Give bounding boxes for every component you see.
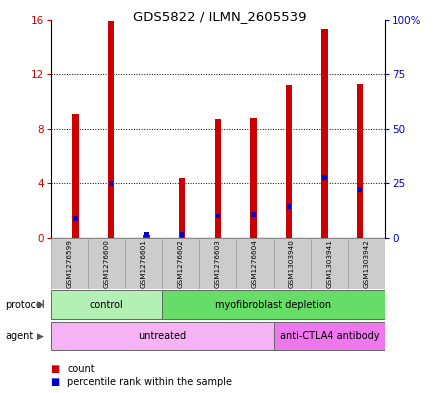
Bar <box>216 213 220 219</box>
Text: GDS5822 / ILMN_2605539: GDS5822 / ILMN_2605539 <box>133 10 307 23</box>
Text: GSM1276599: GSM1276599 <box>66 239 72 288</box>
Bar <box>357 84 363 238</box>
Bar <box>250 118 257 238</box>
Bar <box>143 235 150 238</box>
Text: GSM1276602: GSM1276602 <box>178 239 183 288</box>
Text: GSM1276601: GSM1276601 <box>140 239 147 288</box>
Text: ▶: ▶ <box>37 300 44 309</box>
Text: percentile rank within the sample: percentile rank within the sample <box>67 377 232 387</box>
Bar <box>108 21 114 238</box>
Text: count: count <box>67 364 95 374</box>
Bar <box>51 290 162 319</box>
Bar <box>274 238 311 289</box>
Text: control: control <box>89 299 123 310</box>
Bar <box>321 29 328 238</box>
Text: GSM1303940: GSM1303940 <box>289 239 295 288</box>
Bar <box>162 290 385 319</box>
Bar <box>72 114 79 238</box>
Bar <box>274 321 385 351</box>
Bar <box>251 213 256 217</box>
Bar <box>311 238 348 289</box>
Text: myofibroblast depletion: myofibroblast depletion <box>216 299 332 310</box>
Bar <box>322 175 327 180</box>
Bar <box>51 321 274 351</box>
Bar <box>358 187 362 192</box>
Bar <box>109 181 114 185</box>
Bar <box>51 238 88 289</box>
Bar <box>199 238 236 289</box>
Text: GSM1276604: GSM1276604 <box>252 239 258 288</box>
Bar <box>88 238 125 289</box>
Text: ■: ■ <box>51 377 60 387</box>
Text: GSM1276600: GSM1276600 <box>103 239 109 288</box>
Bar <box>73 216 78 220</box>
Bar <box>162 238 199 289</box>
Text: anti-CTLA4 antibody: anti-CTLA4 antibody <box>279 331 379 341</box>
Text: ■: ■ <box>51 364 60 374</box>
Text: protocol: protocol <box>5 299 45 310</box>
Bar <box>144 232 149 237</box>
Bar <box>125 238 162 289</box>
Bar <box>348 238 385 289</box>
Bar <box>287 204 291 209</box>
Bar <box>179 178 185 238</box>
Text: agent: agent <box>5 331 33 341</box>
Text: GSM1276603: GSM1276603 <box>215 239 221 288</box>
Text: GSM1303942: GSM1303942 <box>363 239 370 288</box>
Bar <box>236 238 274 289</box>
Text: ▶: ▶ <box>37 332 44 340</box>
Text: untreated: untreated <box>138 331 186 341</box>
Bar <box>215 119 221 238</box>
Text: GSM1303941: GSM1303941 <box>326 239 332 288</box>
Bar <box>180 232 184 237</box>
Bar <box>286 85 292 238</box>
